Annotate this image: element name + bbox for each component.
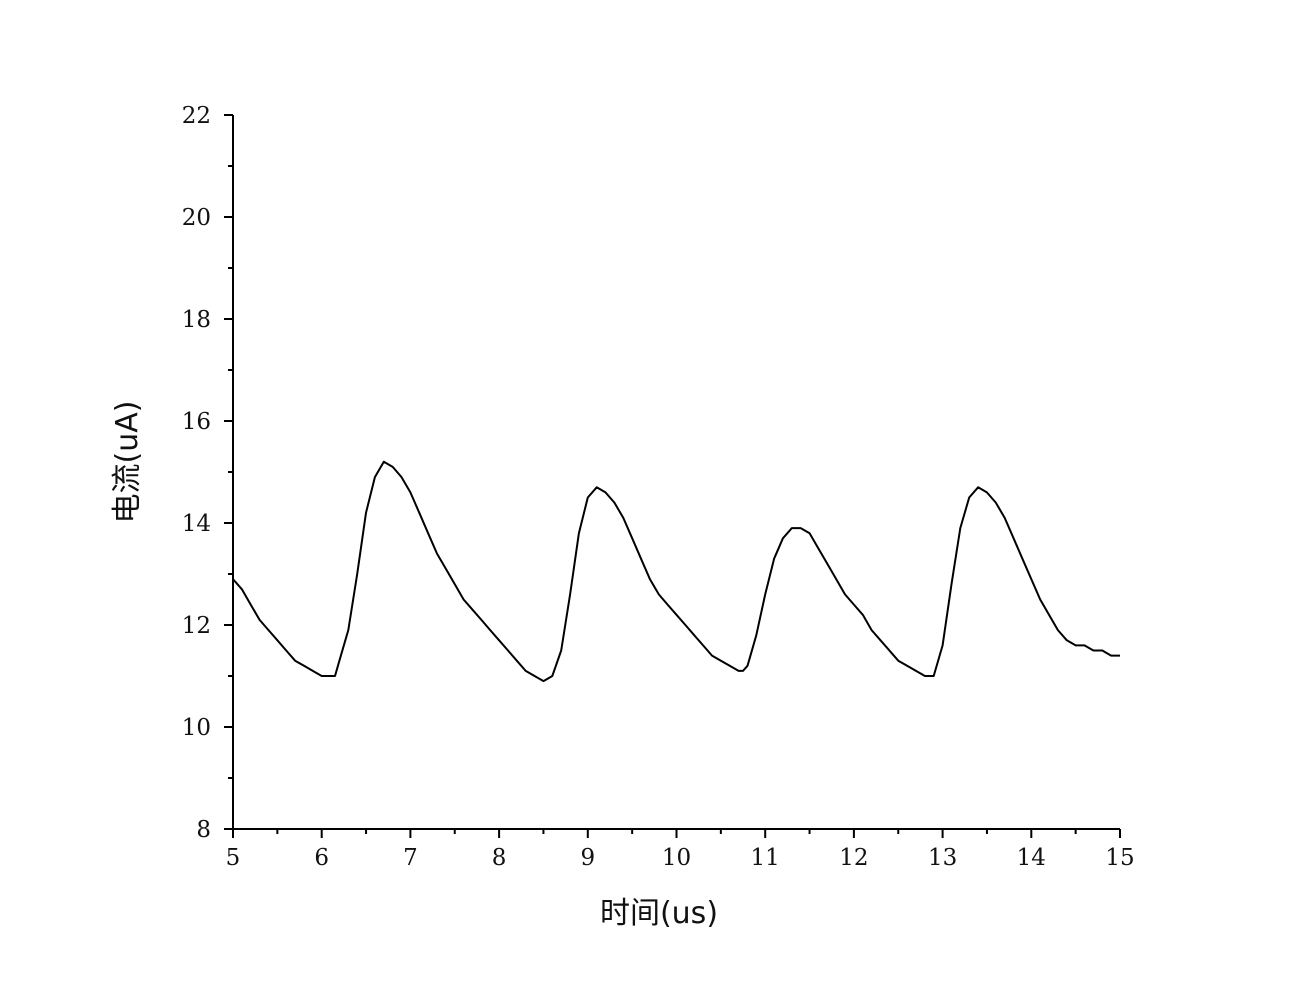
y-tick-label: 14 <box>182 511 211 537</box>
y-axis: 8 10 12 14 16 18 20 22 <box>182 103 234 843</box>
x-axis: 5 6 7 8 9 10 11 12 13 14 15 <box>226 828 1135 871</box>
x-tick-label: 10 <box>662 845 691 871</box>
x-axis-title: 时间(us) <box>600 896 718 931</box>
y-tick-label: 18 <box>182 307 211 333</box>
x-tick-label: 6 <box>314 845 329 871</box>
x-tick-label: 5 <box>226 845 241 871</box>
x-tick-label: 11 <box>751 845 780 871</box>
y-tick-label: 8 <box>196 817 211 843</box>
series-line <box>232 460 1120 683</box>
y-tick-label: 16 <box>182 409 211 435</box>
plot-area <box>232 460 1120 683</box>
x-tick-label: 15 <box>1105 845 1134 871</box>
x-tick-label: 14 <box>1017 845 1046 871</box>
x-tick-label: 9 <box>580 845 595 871</box>
y-tick-label: 12 <box>182 613 211 639</box>
y-tick-label: 20 <box>182 205 211 231</box>
y-tick-label: 10 <box>182 715 211 741</box>
y-tick-label: 22 <box>182 103 211 129</box>
x-tick-label: 12 <box>839 845 868 871</box>
y-axis-title: 电流(uA) <box>110 401 145 524</box>
x-tick-label: 13 <box>928 845 957 871</box>
x-tick-label: 7 <box>403 845 418 871</box>
x-tick-label: 8 <box>492 845 507 871</box>
